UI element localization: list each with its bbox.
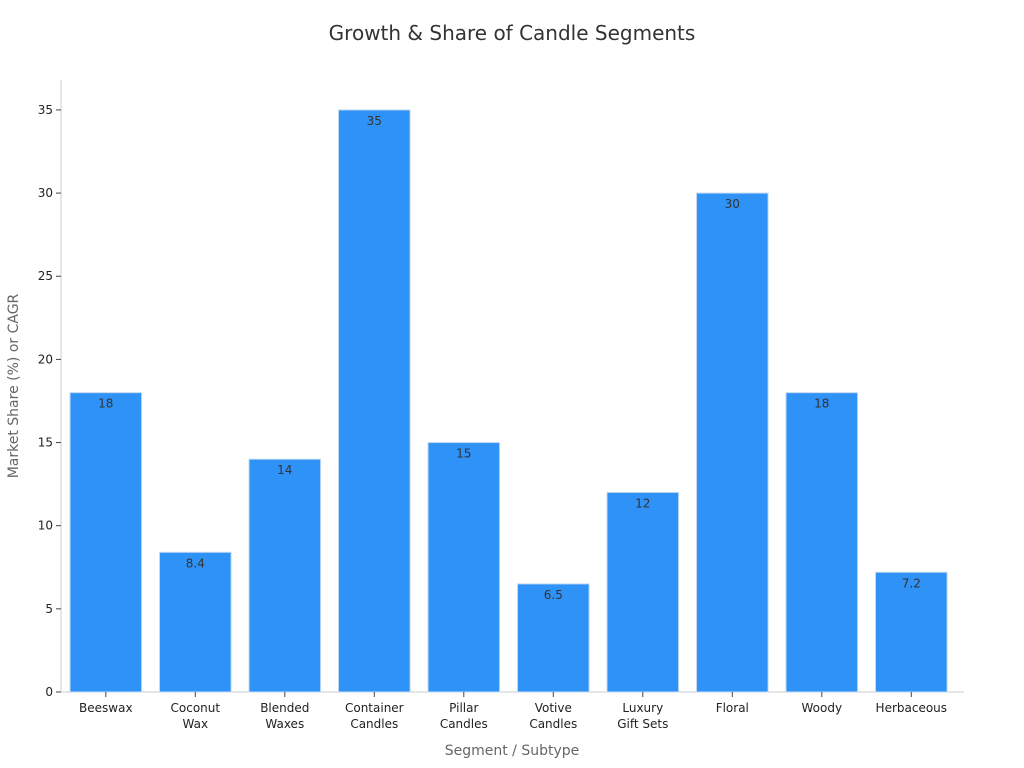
x-tick-label: Votive Candles [529, 701, 577, 731]
bar [517, 583, 590, 693]
y-tick-label: 20 [38, 352, 53, 366]
bar [338, 109, 411, 693]
y-tick-label: 5 [45, 602, 53, 616]
x-tick-label: Woody [802, 701, 843, 715]
bar-data-label: 35 [367, 114, 382, 128]
x-tick-label: Coconut Wax [171, 701, 221, 731]
bar-data-label: 30 [725, 197, 740, 211]
bars-group: 18 8.4 14 35 15 6.5 12 30 18 7.2 [69, 109, 948, 693]
bar [696, 192, 769, 693]
x-axis-ticks: Beeswax Coconut Wax Blended Waxes Container Ca… [79, 692, 947, 731]
bar [248, 458, 322, 693]
y-axis-ticks: 0 5 10 15 20 25 30 35 [38, 103, 61, 699]
y-tick-label: 15 [38, 436, 53, 450]
bar [606, 491, 680, 693]
y-tick-label: 25 [38, 269, 53, 283]
bar-data-label: 14 [277, 463, 292, 477]
bar [875, 571, 948, 693]
bar [69, 392, 143, 693]
x-tick-label: Blended Waxes [260, 701, 309, 731]
y-axis-label: Market Share (%) or CAGR [6, 293, 22, 478]
bar-data-label: 18 [814, 397, 829, 411]
x-tick-label: Pillar Candles [440, 701, 488, 731]
chart-title: Growth & Share of Candle Segments [329, 21, 696, 45]
bar-data-label: 7.2 [902, 576, 921, 590]
x-tick-label: Beeswax [79, 701, 133, 715]
y-tick-label: 10 [38, 519, 53, 533]
bar-data-label: 8.4 [186, 556, 205, 570]
x-axis-label: Segment / Subtype [445, 743, 580, 759]
bar [785, 392, 859, 693]
x-tick-label: Luxury Gift Sets [617, 701, 668, 731]
bar-data-label: 15 [456, 447, 471, 461]
bar [159, 551, 232, 693]
y-tick-label: 30 [38, 186, 53, 200]
bar [427, 442, 501, 693]
bar-data-label: 18 [98, 397, 113, 411]
y-tick-label: 0 [45, 685, 53, 699]
bar-data-label: 6.5 [544, 588, 563, 602]
bar-data-label: 12 [635, 496, 650, 510]
x-tick-label: Herbaceous [876, 701, 948, 715]
y-tick-label: 35 [38, 103, 53, 117]
x-tick-label: Container Candles [345, 701, 404, 731]
x-tick-label: Floral [716, 701, 749, 715]
